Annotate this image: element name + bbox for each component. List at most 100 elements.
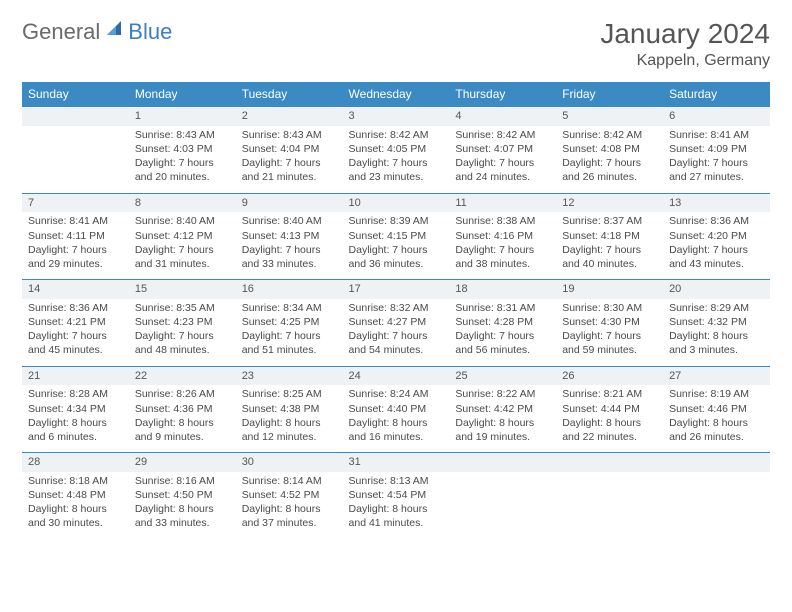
daylight-text: and 59 minutes. bbox=[562, 343, 657, 357]
info-cell: Sunrise: 8:18 AMSunset: 4:48 PMDaylight:… bbox=[22, 472, 129, 539]
daylight-text: and 51 minutes. bbox=[242, 343, 337, 357]
daylight-text: Daylight: 7 hours bbox=[455, 243, 550, 257]
sunset-text: Sunset: 4:44 PM bbox=[562, 402, 657, 416]
daylight-text: and 19 minutes. bbox=[455, 430, 550, 444]
sunrise-text: Sunrise: 8:40 AM bbox=[242, 214, 337, 228]
daylight-text: and 43 minutes. bbox=[669, 257, 764, 271]
daylight-text: Daylight: 7 hours bbox=[242, 329, 337, 343]
daylight-text: Daylight: 7 hours bbox=[135, 329, 230, 343]
date-cell: 28 bbox=[22, 453, 129, 472]
empty-date-cell bbox=[449, 453, 556, 472]
daylight-text: Daylight: 7 hours bbox=[242, 243, 337, 257]
sunset-text: Sunset: 4:13 PM bbox=[242, 229, 337, 243]
info-cell: Sunrise: 8:16 AMSunset: 4:50 PMDaylight:… bbox=[129, 472, 236, 539]
date-cell: 13 bbox=[663, 193, 770, 212]
info-cell: Sunrise: 8:32 AMSunset: 4:27 PMDaylight:… bbox=[343, 299, 450, 366]
date-number: 19 bbox=[562, 283, 574, 295]
sunrise-text: Sunrise: 8:26 AM bbox=[135, 387, 230, 401]
sunset-text: Sunset: 4:54 PM bbox=[349, 488, 444, 502]
day-header: Sunday bbox=[22, 82, 129, 107]
daylight-text: Daylight: 8 hours bbox=[135, 416, 230, 430]
daylight-text: and 24 minutes. bbox=[455, 170, 550, 184]
calendar-table: Sunday Monday Tuesday Wednesday Thursday… bbox=[22, 82, 770, 539]
date-row: 14151617181920 bbox=[22, 280, 770, 299]
location-label: Kappeln, Germany bbox=[600, 52, 770, 70]
sunrise-text: Sunrise: 8:34 AM bbox=[242, 301, 337, 315]
brand-sail-icon bbox=[104, 18, 126, 45]
sunrise-text: Sunrise: 8:42 AM bbox=[349, 128, 444, 142]
sunrise-text: Sunrise: 8:40 AM bbox=[135, 214, 230, 228]
date-cell: 18 bbox=[449, 280, 556, 299]
daylight-text: and 3 minutes. bbox=[669, 343, 764, 357]
daylight-text: Daylight: 7 hours bbox=[669, 243, 764, 257]
sunset-text: Sunset: 4:08 PM bbox=[562, 142, 657, 156]
day-header: Wednesday bbox=[343, 82, 450, 107]
daylight-text: Daylight: 7 hours bbox=[28, 243, 123, 257]
day-header: Monday bbox=[129, 82, 236, 107]
date-cell: 22 bbox=[129, 366, 236, 385]
date-cell: 31 bbox=[343, 453, 450, 472]
sunset-text: Sunset: 4:04 PM bbox=[242, 142, 337, 156]
date-cell: 4 bbox=[449, 107, 556, 126]
info-cell: Sunrise: 8:29 AMSunset: 4:32 PMDaylight:… bbox=[663, 299, 770, 366]
date-number: 12 bbox=[562, 197, 574, 209]
daylight-text: and 40 minutes. bbox=[562, 257, 657, 271]
daylight-text: Daylight: 8 hours bbox=[562, 416, 657, 430]
date-cell: 1 bbox=[129, 107, 236, 126]
daylight-text: and 31 minutes. bbox=[135, 257, 230, 271]
date-number: 22 bbox=[135, 370, 147, 382]
sunset-text: Sunset: 4:52 PM bbox=[242, 488, 337, 502]
sunrise-text: Sunrise: 8:42 AM bbox=[562, 128, 657, 142]
date-cell: 24 bbox=[343, 366, 450, 385]
sunrise-text: Sunrise: 8:37 AM bbox=[562, 214, 657, 228]
info-cell: Sunrise: 8:31 AMSunset: 4:28 PMDaylight:… bbox=[449, 299, 556, 366]
date-number: 26 bbox=[562, 370, 574, 382]
date-cell: 20 bbox=[663, 280, 770, 299]
day-header: Thursday bbox=[449, 82, 556, 107]
sunset-text: Sunset: 4:11 PM bbox=[28, 229, 123, 243]
daylight-text: Daylight: 7 hours bbox=[562, 329, 657, 343]
daylight-text: and 41 minutes. bbox=[349, 516, 444, 530]
sunset-text: Sunset: 4:12 PM bbox=[135, 229, 230, 243]
sunset-text: Sunset: 4:40 PM bbox=[349, 402, 444, 416]
daylight-text: Daylight: 8 hours bbox=[349, 416, 444, 430]
sunrise-text: Sunrise: 8:24 AM bbox=[349, 387, 444, 401]
sunrise-text: Sunrise: 8:21 AM bbox=[562, 387, 657, 401]
sunrise-text: Sunrise: 8:30 AM bbox=[562, 301, 657, 315]
daylight-text: and 54 minutes. bbox=[349, 343, 444, 357]
daylight-text: and 16 minutes. bbox=[349, 430, 444, 444]
info-cell: Sunrise: 8:38 AMSunset: 4:16 PMDaylight:… bbox=[449, 212, 556, 279]
date-cell: 17 bbox=[343, 280, 450, 299]
info-cell: Sunrise: 8:34 AMSunset: 4:25 PMDaylight:… bbox=[236, 299, 343, 366]
info-cell: Sunrise: 8:43 AMSunset: 4:04 PMDaylight:… bbox=[236, 126, 343, 193]
info-cell: Sunrise: 8:22 AMSunset: 4:42 PMDaylight:… bbox=[449, 385, 556, 452]
date-number: 13 bbox=[669, 197, 681, 209]
daylight-text: and 22 minutes. bbox=[562, 430, 657, 444]
info-cell: Sunrise: 8:40 AMSunset: 4:12 PMDaylight:… bbox=[129, 212, 236, 279]
sunset-text: Sunset: 4:25 PM bbox=[242, 315, 337, 329]
daylight-text: and 38 minutes. bbox=[455, 257, 550, 271]
sunrise-text: Sunrise: 8:41 AM bbox=[28, 214, 123, 228]
daylight-text: and 6 minutes. bbox=[28, 430, 123, 444]
info-cell: Sunrise: 8:43 AMSunset: 4:03 PMDaylight:… bbox=[129, 126, 236, 193]
info-cell: Sunrise: 8:39 AMSunset: 4:15 PMDaylight:… bbox=[343, 212, 450, 279]
daylight-text: and 33 minutes. bbox=[135, 516, 230, 530]
daylight-text: Daylight: 7 hours bbox=[349, 243, 444, 257]
sunrise-text: Sunrise: 8:41 AM bbox=[669, 128, 764, 142]
info-cell: Sunrise: 8:28 AMSunset: 4:34 PMDaylight:… bbox=[22, 385, 129, 452]
daylight-text: and 23 minutes. bbox=[349, 170, 444, 184]
date-cell: 5 bbox=[556, 107, 663, 126]
info-cell: Sunrise: 8:36 AMSunset: 4:21 PMDaylight:… bbox=[22, 299, 129, 366]
daylight-text: Daylight: 8 hours bbox=[242, 416, 337, 430]
date-number: 24 bbox=[349, 370, 361, 382]
sunset-text: Sunset: 4:05 PM bbox=[349, 142, 444, 156]
date-cell: 3 bbox=[343, 107, 450, 126]
info-cell: Sunrise: 8:26 AMSunset: 4:36 PMDaylight:… bbox=[129, 385, 236, 452]
date-number: 30 bbox=[242, 456, 254, 468]
daylight-text: and 29 minutes. bbox=[28, 257, 123, 271]
day-header: Tuesday bbox=[236, 82, 343, 107]
date-number: 28 bbox=[28, 456, 40, 468]
sunset-text: Sunset: 4:34 PM bbox=[28, 402, 123, 416]
sunset-text: Sunset: 4:38 PM bbox=[242, 402, 337, 416]
date-number: 18 bbox=[455, 283, 467, 295]
